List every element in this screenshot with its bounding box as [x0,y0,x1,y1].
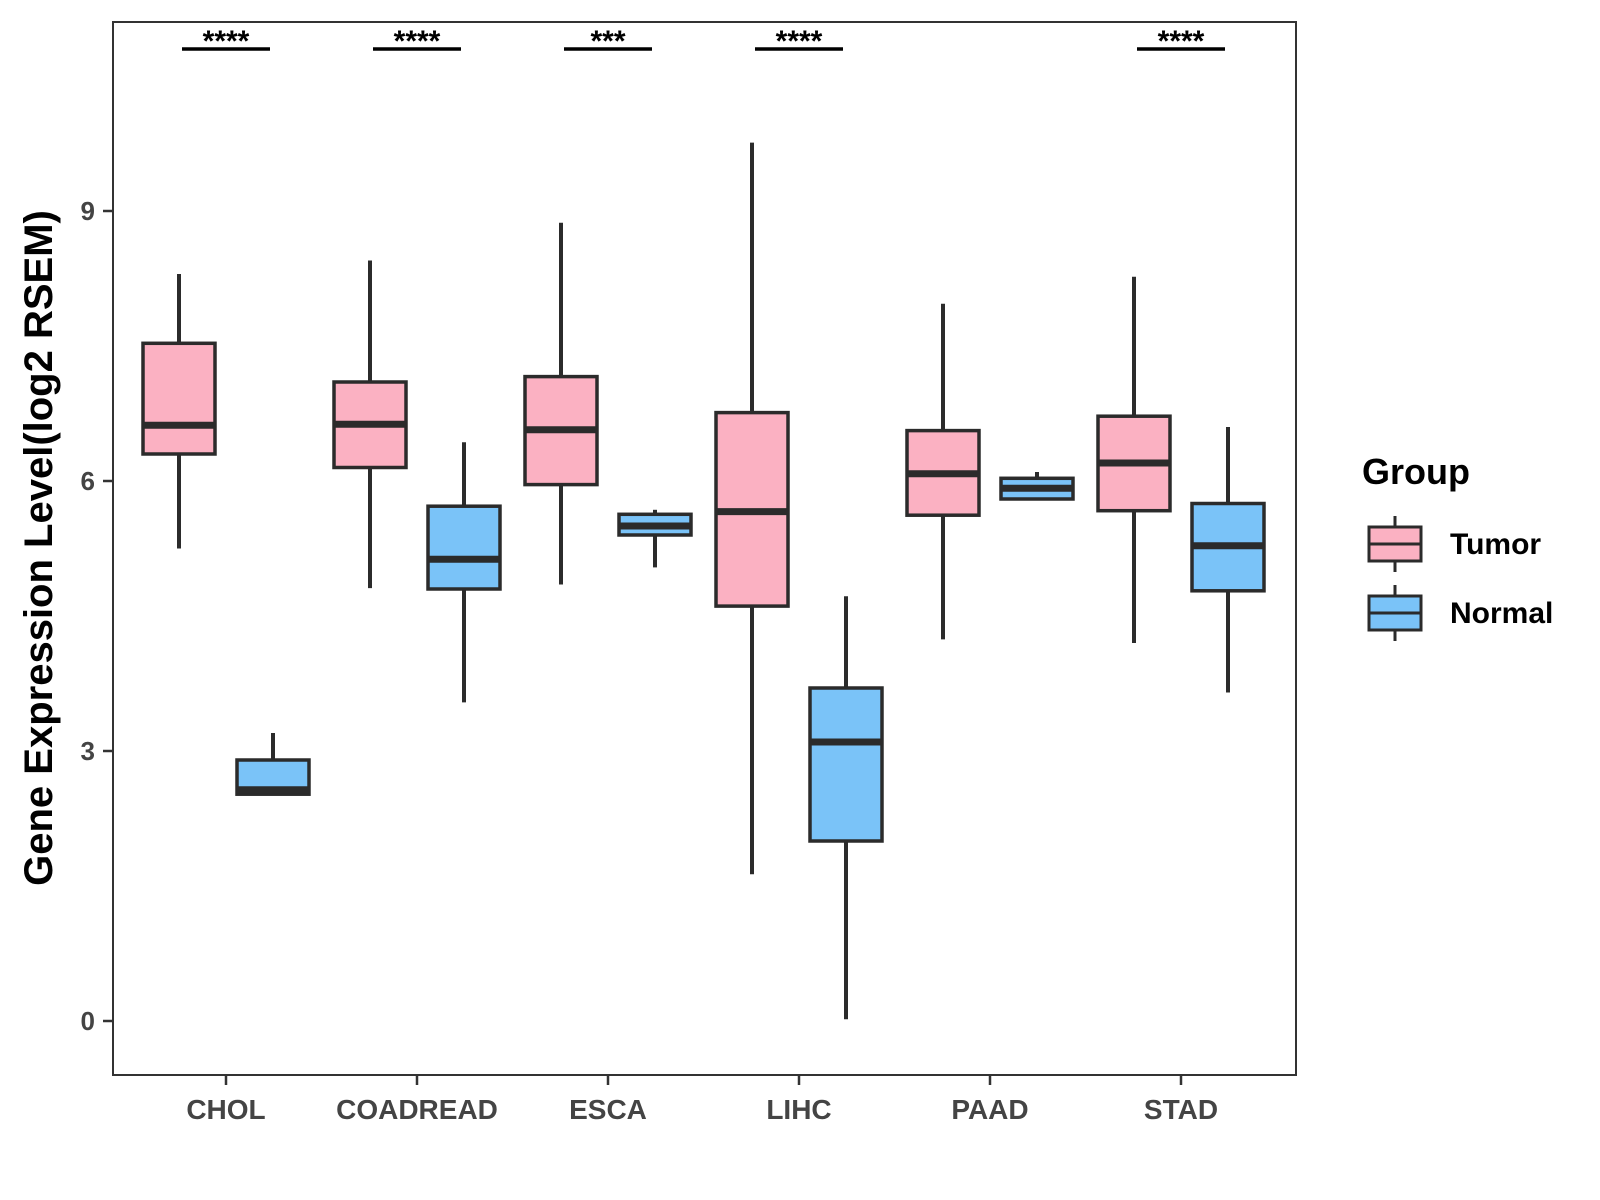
x-tick-label: STAD [1144,1094,1218,1125]
y-axis: 0 3 6 9 [81,196,113,1036]
significance-lihc: **** [755,25,843,58]
significance-stad: **** [1137,25,1225,58]
y-tick-label: 0 [81,1006,95,1036]
box-tumor-paad [905,303,981,640]
legend-label: Tumor [1450,528,1541,561]
x-tick-label: PAAD [951,1094,1028,1125]
x-tick-label: LIHC [766,1094,831,1125]
y-tick-label: 9 [81,196,95,226]
significance-label: **** [1158,25,1205,58]
box-tumor-chol [141,274,217,549]
box-tumor-stad [1096,276,1172,643]
significance-esca: *** [564,25,652,58]
box-normal-coadread [426,442,502,703]
boxes-layer [141,142,1266,1020]
legend-entry-normal: Normal [1367,585,1553,641]
significance-chol: **** [182,25,270,58]
x-axis: CHOL COADREAD ESCA LIHC PAAD STAD [186,1075,1218,1125]
significance-label: **** [203,25,250,58]
y-tick-label: 6 [81,466,95,496]
box-tumor-esca [523,222,599,585]
x-tick-label: CHOL [186,1094,265,1125]
legend-title: Group [1362,451,1470,492]
significance-label: **** [394,25,441,58]
legend: Group Tumor Normal [1362,451,1553,641]
y-tick-label: 3 [81,736,95,766]
y-axis-title: Gene Expression Level(log2 RSEM) [17,210,61,886]
x-tick-label: COADREAD [336,1094,498,1125]
box-body [141,341,217,456]
box-body [808,686,884,843]
box-tumor-lihc [714,142,790,875]
box-tumor-coadread [332,260,408,589]
box-normal-stad [1190,427,1266,693]
box-normal-paad [999,472,1075,501]
significance-layer: **** **** *** **** **** [182,25,1225,58]
significance-label: **** [776,25,823,58]
legend-label: Normal [1450,597,1553,630]
x-tick-label: ESCA [569,1094,647,1125]
legend-entry-tumor: Tumor [1367,516,1541,572]
box-normal-esca [617,509,693,568]
box-normal-chol [235,733,311,796]
box-normal-lihc [808,596,884,1020]
plot-panel [112,21,1297,1076]
significance-label: *** [590,25,625,58]
box-body [426,504,502,591]
significance-coadread: **** [373,25,461,58]
